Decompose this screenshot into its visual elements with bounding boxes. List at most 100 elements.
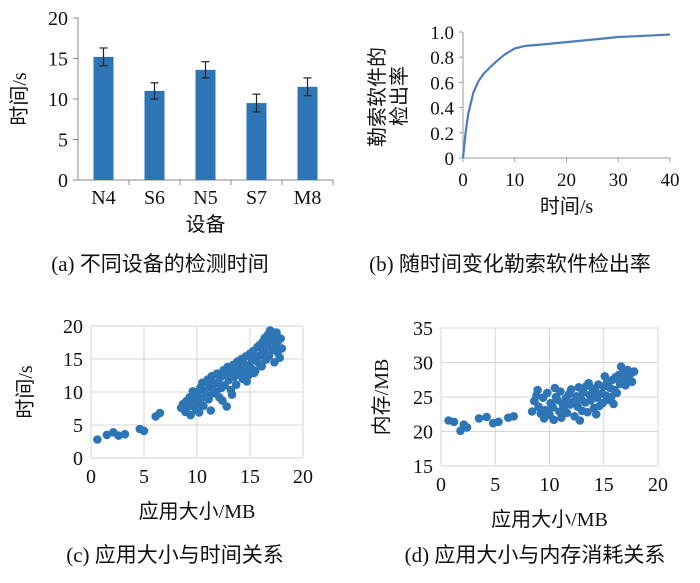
y-tick-label: 5 xyxy=(73,415,83,437)
x-tick-label: N4 xyxy=(91,187,115,209)
x-axis-title: 应用大小/MB xyxy=(491,508,608,531)
y-tick-label: 20 xyxy=(48,8,68,30)
chart-a: 0 5 10 15 20 N4 S6 N5 S7 M8 设备 时间/s xyxy=(8,8,334,236)
scatter-point xyxy=(550,383,560,393)
y-tick-label: 30 xyxy=(413,353,433,375)
scatter-point xyxy=(155,408,165,418)
scatter-point xyxy=(583,407,592,417)
scatter-point xyxy=(557,413,566,423)
scatter-point xyxy=(509,412,518,421)
y-tick-label: 5 xyxy=(58,130,68,152)
scatter-point xyxy=(534,402,543,412)
scatter-point xyxy=(629,367,639,376)
x-tick-label: 10 xyxy=(187,466,207,488)
x-tick-label: S7 xyxy=(246,187,267,209)
y-tick-label: 0 xyxy=(73,448,83,470)
scatter-point xyxy=(600,372,610,381)
scatter-point xyxy=(548,403,558,412)
scatter-point xyxy=(222,402,231,411)
bar xyxy=(246,103,267,180)
scatter-point xyxy=(194,408,204,417)
bar xyxy=(195,69,216,180)
y-tick-label: 20 xyxy=(413,422,433,444)
scatter-point xyxy=(462,423,472,432)
y-tick-label: 10 xyxy=(63,382,83,404)
caption-d: (d) 应用大小与内存消耗关系 xyxy=(405,543,666,567)
scatter-point xyxy=(206,406,216,415)
scatter-point xyxy=(93,435,102,444)
scatter-point xyxy=(275,353,285,363)
x-axis-title: 设备 xyxy=(186,213,226,236)
scatter-point xyxy=(533,385,542,395)
detection-rate-line xyxy=(461,33,671,159)
scatter-point xyxy=(584,378,593,388)
chart-c: 0 5 10 15 20 0 5 10 15 20 应用大小/MB 时间/s xyxy=(14,316,313,523)
x-tick-label: 5 xyxy=(490,474,500,496)
scatter-point xyxy=(449,417,459,427)
y-tick-label: 0 xyxy=(445,149,455,170)
y-axis-title-line1: 勒索软件的 xyxy=(366,47,389,147)
y-tick-label: 0.2 xyxy=(430,124,454,145)
scatter-point xyxy=(257,362,267,371)
y-tick-label: 15 xyxy=(48,49,68,71)
y-tick-label: 15 xyxy=(63,349,83,371)
scatter-point xyxy=(494,417,503,427)
x-tick-label: 20 xyxy=(648,474,668,496)
scatter-point xyxy=(612,388,622,398)
scatter-point xyxy=(482,412,491,422)
scatter-point xyxy=(627,377,637,387)
x-tick-label: 40 xyxy=(661,170,680,191)
x-tick-label: 0 xyxy=(436,474,446,496)
scatter-point xyxy=(227,390,237,399)
x-tick-label: M8 xyxy=(294,187,322,209)
scatter-point xyxy=(265,326,275,335)
scatter-point xyxy=(186,410,195,420)
y-tick-label: 0 xyxy=(58,170,68,192)
x-tick-label: 20 xyxy=(557,170,576,191)
bar xyxy=(297,86,318,180)
scatter-point xyxy=(120,429,130,439)
x-tick-label: 5 xyxy=(139,466,149,488)
y-axis-title: 时间/s xyxy=(8,72,31,126)
y-tick-label: 0.4 xyxy=(430,99,454,120)
x-tick-label: 0 xyxy=(86,466,96,488)
scatter-point xyxy=(609,399,618,409)
scatter-point xyxy=(621,381,630,390)
scatter-point xyxy=(539,414,549,423)
y-axis-title: 时间/s xyxy=(14,365,37,419)
y-tick-label: 15 xyxy=(413,456,433,478)
x-tick-label: 10 xyxy=(540,474,560,496)
x-tick-label: 10 xyxy=(505,170,524,191)
chart-d: 15 20 25 30 35 0 5 10 15 20 应用大小/MB 内存/MB xyxy=(370,318,668,531)
scatter-point xyxy=(566,385,576,394)
scatter-point xyxy=(199,401,208,411)
y-axis-title-line2: 检出率 xyxy=(388,66,411,126)
scatter-point xyxy=(139,426,149,436)
x-tick-label: 0 xyxy=(458,170,468,191)
y-tick-label: 1.0 xyxy=(430,23,454,44)
caption-a: (a) 不同设备的检测时间 xyxy=(51,252,269,276)
scatter-point xyxy=(549,415,559,425)
scatter-point xyxy=(276,334,286,343)
bar xyxy=(93,56,114,180)
scatter-point xyxy=(591,410,601,419)
y-tick-label: 20 xyxy=(63,316,83,338)
scatter-point xyxy=(474,414,484,423)
scatter-point xyxy=(218,396,227,405)
caption-b: (b) 随时间变化勒索软件检出率 xyxy=(369,252,651,276)
x-tick-label: 15 xyxy=(594,474,614,496)
x-axis-title: 时间/s xyxy=(540,195,594,218)
bar xyxy=(144,90,165,180)
x-tick-label: 30 xyxy=(609,170,628,191)
caption-c: (c) 应用大小与时间关系 xyxy=(66,543,284,567)
scatter-point xyxy=(277,344,287,353)
x-tick-label: S6 xyxy=(144,187,165,209)
x-axis-title: 应用大小/MB xyxy=(139,500,256,523)
x-tick-label: N5 xyxy=(193,187,217,209)
scatter-point xyxy=(249,368,259,378)
scatter-point xyxy=(231,380,241,390)
scatter-point xyxy=(575,416,585,425)
scatter-point xyxy=(586,396,595,405)
y-axis-title: 内存/MB xyxy=(370,359,393,436)
y-tick-label: 10 xyxy=(48,89,68,111)
